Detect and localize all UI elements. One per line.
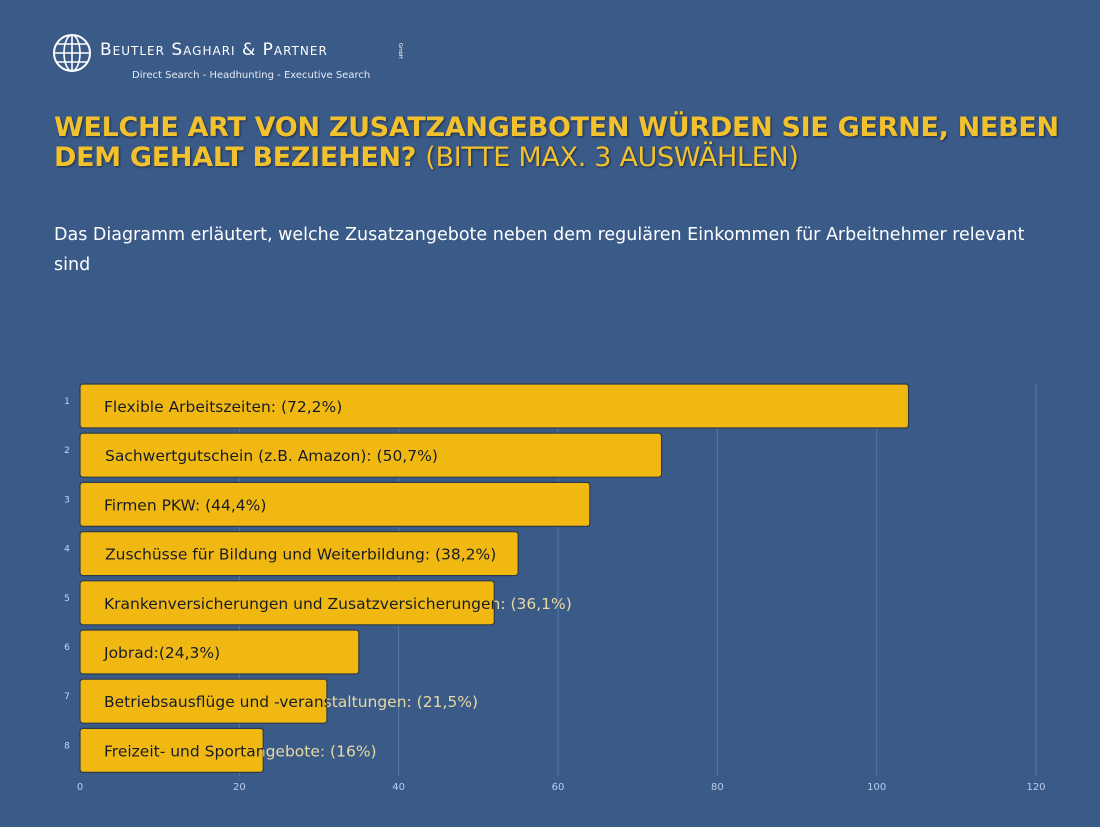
bar-chart: 0 20 40 60 80 100 120 1 Flexible Arbeitszeiten: … bbox=[64, 383, 1046, 793]
data-label: Jobrad:(24,3%) bbox=[103, 644, 220, 662]
x-tick-label: 80 bbox=[711, 782, 724, 793]
data-label-outside: Jobrad:(24,3%) bbox=[103, 644, 220, 662]
data-label: Sachwertgutschein (z.B. Amazon): (50,7%) bbox=[105, 447, 438, 465]
chart-description: Das Diagramm erläutert, welche Zusatzang… bbox=[54, 225, 1025, 275]
x-tick-label: 0 bbox=[77, 782, 83, 793]
bar bbox=[79, 383, 910, 429]
category-label: 6 bbox=[64, 643, 70, 653]
data-label: Krankenversicherungen und Zusatzversiche… bbox=[104, 595, 572, 613]
data-label: Betriebsausflüge und -veranstaltungen: (… bbox=[104, 693, 478, 711]
data-label: Freizeit- und Sportangebote: (16%) bbox=[104, 742, 377, 760]
data-label-outside: Firmen PKW: (44,4%) bbox=[104, 496, 266, 514]
data-label-outside: Krankenversicherungen und Zusatzversiche… bbox=[104, 595, 572, 613]
company-name: Beutler Saghari & Partner bbox=[100, 40, 328, 60]
category-label: 2 bbox=[64, 446, 70, 456]
bar bbox=[79, 629, 360, 675]
data-label-outside: Sachwertgutschein (z.B. Amazon): (50,7%) bbox=[105, 447, 438, 465]
data-label-outside: Betriebsausflüge und -veranstaltungen: (… bbox=[104, 693, 478, 711]
company-logo: Beutler Saghari & Partner GmbH Direct Se… bbox=[52, 33, 472, 85]
x-tick-label: 100 bbox=[867, 782, 886, 793]
title-hint: (BITTE MAX. 3 AUSWÄHLEN) bbox=[425, 142, 799, 173]
category-label: 3 bbox=[64, 495, 70, 505]
data-label: Flexible Arbeitszeiten: (72,2%) bbox=[104, 398, 342, 416]
data-label: Zuschüsse für Bildung und Weiterbildung:… bbox=[105, 546, 496, 564]
category-label: 4 bbox=[64, 545, 70, 555]
bar bbox=[79, 678, 328, 724]
bar bbox=[79, 531, 519, 577]
category-label: 1 bbox=[64, 397, 70, 407]
title-main: WELCHE ART VON ZUSATZANGEBOTEN WÜRDEN SI… bbox=[54, 112, 1059, 173]
data-label-outside: Freizeit- und Sportangebote: (16%) bbox=[104, 742, 377, 760]
bar bbox=[79, 727, 264, 773]
x-tick-label: 60 bbox=[552, 782, 565, 793]
bar bbox=[79, 432, 663, 478]
x-tick-label: 20 bbox=[233, 782, 246, 793]
x-tick-label: 120 bbox=[1026, 782, 1045, 793]
x-tick-label: 40 bbox=[392, 782, 405, 793]
category-label: 7 bbox=[64, 692, 70, 702]
bar bbox=[79, 481, 591, 528]
data-label-outside: Zuschüsse für Bildung und Weiterbildung:… bbox=[105, 546, 496, 564]
globe-icon bbox=[53, 34, 91, 72]
chart-title: WELCHE ART VON ZUSATZANGEBOTEN WÜRDEN SI… bbox=[54, 113, 1074, 173]
category-label: 8 bbox=[64, 741, 70, 751]
legal-form: GmbH bbox=[397, 43, 403, 59]
category-label: 5 bbox=[64, 594, 70, 604]
data-label-outside: Flexible Arbeitszeiten: (72,2%) bbox=[104, 398, 342, 416]
company-tagline: Direct Search - Headhunting - Executive … bbox=[132, 70, 371, 81]
bar bbox=[79, 580, 495, 626]
data-label: Firmen PKW: (44,4%) bbox=[104, 496, 266, 514]
